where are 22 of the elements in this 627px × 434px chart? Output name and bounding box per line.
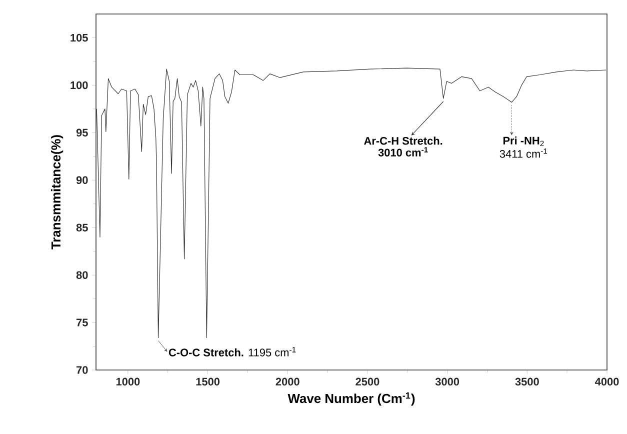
y-tick-label: 90: [76, 176, 88, 184]
annotation: C-O-C Stretch. 1195 cm$^{-1}$: [168, 347, 296, 356]
x-axis-title: Wave Number (Cm$^{-1}$): [288, 392, 415, 406]
y-tick-label: 85: [76, 224, 88, 232]
x-tick-label: 1500: [196, 378, 220, 386]
y-tick-label: 70: [76, 366, 88, 374]
annotation: Ar-C-H Stretch.: [364, 136, 442, 145]
x-tick-label: 3500: [515, 378, 539, 386]
annotation: 3411 cm$^{-1}$: [500, 148, 548, 158]
y-tick-label: 75: [76, 318, 88, 326]
x-tick-label: 1000: [116, 378, 140, 386]
x-tick-label: 4000: [594, 378, 619, 386]
x-tick-label: 3000: [435, 378, 460, 386]
y-tick-label: 100: [70, 81, 88, 90]
annotation: Pri -NH$_{2}$: [503, 136, 544, 146]
y-tick-label: 80: [76, 271, 88, 279]
text: 3010 cm$^{-1}$: [378, 147, 428, 156]
y-axis-title: Transmmitance(%): [51, 135, 64, 250]
x-tick-label: 2000: [276, 378, 300, 386]
y-tick-label: 105: [70, 34, 88, 42]
y-tick-label: 95: [76, 128, 88, 137]
x-tick-label: 2500: [356, 378, 380, 386]
